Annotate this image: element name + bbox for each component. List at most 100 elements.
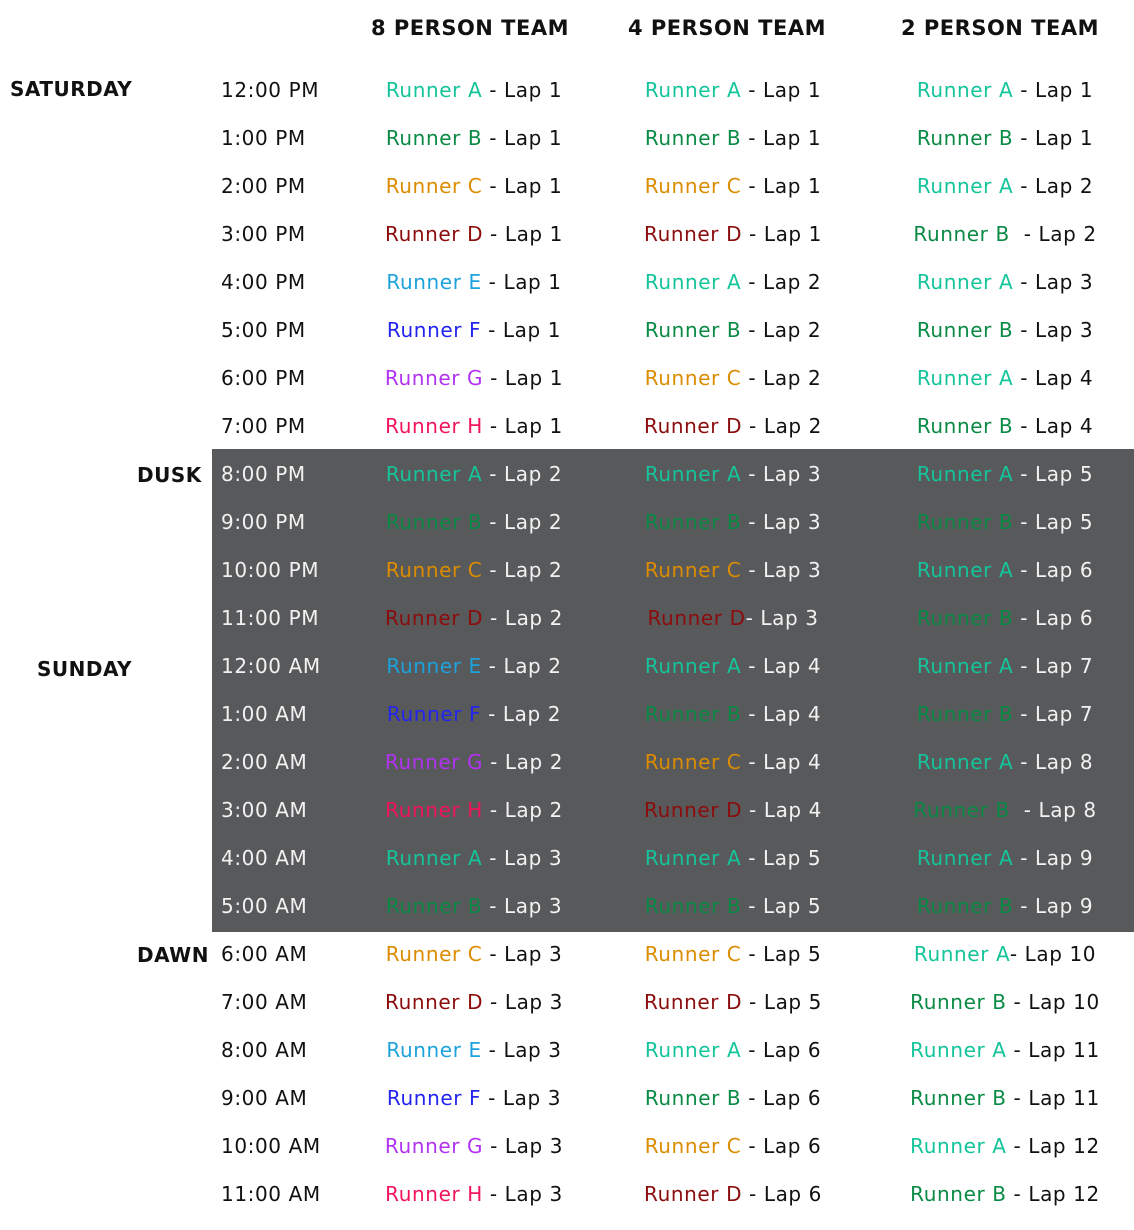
lap-label: - Lap 3 [482,846,563,870]
runner-assignment: Runner D- Lap 3 [603,606,863,630]
time-label: 11:00 PM [221,606,320,630]
lap-label: - Lap 7 [1013,654,1094,678]
runner-name: Runner H [385,414,483,438]
runner-name: Runner B [913,798,1010,822]
runner-name: Runner B [385,894,483,918]
lap-label: - Lap 9 [1013,846,1094,870]
runner-name: Runner D [643,990,743,1014]
time-label: 11:00 AM [221,1182,321,1206]
time-label: 1:00 AM [221,702,308,726]
runner-assignment: Runner B - Lap 1 [344,126,604,150]
lap-label: - Lap 1 [741,174,822,198]
time-label: 12:00 AM [221,654,321,678]
lap-label: - Lap 2 [742,414,823,438]
time-label: 3:00 PM [221,222,306,246]
runner-assignment: Runner A - Lap 8 [875,750,1134,774]
runner-name: Runner A [385,846,483,870]
runner-name: Runner B [916,510,1014,534]
lap-label: - Lap 3 [482,942,563,966]
runner-assignment: Runner E - Lap 3 [344,1038,604,1062]
runner-assignment: Runner D - Lap 1 [603,222,863,246]
lap-label: - Lap 1 [741,126,822,150]
lap-label: - Lap 1 [481,270,562,294]
runner-assignment: Runner B - Lap 11 [875,1086,1134,1110]
time-label: 2:00 PM [221,174,306,198]
lap-label: - Lap 2 [1009,222,1097,246]
time-label: 5:00 AM [221,894,308,918]
runner-name: Runner C [644,942,742,966]
time-label: 9:00 PM [221,510,306,534]
runner-name: Runner G [384,750,484,774]
runner-name: Runner A [916,366,1014,390]
runner-assignment: Runner B - Lap 7 [875,702,1134,726]
runner-assignment: Runner D - Lap 2 [603,414,863,438]
day-label-dawn: DAWN [137,943,209,967]
runner-assignment: Runner B - Lap 5 [603,894,863,918]
time-label: 7:00 PM [221,414,306,438]
lap-label: - Lap 5 [1013,510,1094,534]
time-label: 6:00 PM [221,366,306,390]
time-label: 4:00 AM [221,846,308,870]
runner-name: Runner D [384,606,484,630]
lap-label: - Lap 3 [741,462,822,486]
header-8-person-team: 8 PERSON TEAM [370,16,569,40]
runner-name: Runner G [384,1134,484,1158]
runner-assignment: Runner D - Lap 2 [344,606,604,630]
lap-label: - Lap 3 [483,990,564,1014]
runner-name: Runner F [386,318,482,342]
lap-label: - Lap 1 [482,174,563,198]
runner-name: Runner C [385,558,483,582]
runner-assignment: Runner B - Lap 12 [875,1182,1134,1206]
runner-name: Runner A [916,846,1014,870]
lap-label: - Lap 2 [482,510,563,534]
runner-name: Runner A [910,1134,1007,1158]
runner-name: Runner A [644,1038,742,1062]
lap-label: - Lap 3 [1013,270,1094,294]
runner-name: Runner B [644,126,742,150]
runner-name: Runner C [644,750,742,774]
runner-assignment: Runner A - Lap 4 [603,654,863,678]
runner-assignment: Runner A - Lap 12 [875,1134,1134,1158]
time-label: 5:00 PM [221,318,306,342]
runner-assignment: Runner B - Lap 3 [875,318,1134,342]
runner-assignment: Runner C - Lap 1 [344,174,604,198]
lap-label: - Lap 1 [1013,126,1094,150]
runner-assignment: Runner A - Lap 5 [603,846,863,870]
runner-name: Runner F [386,1086,482,1110]
time-label: 2:00 AM [221,750,308,774]
night-band [212,449,1134,932]
lap-label: - Lap 3 [481,1086,562,1110]
runner-assignment: Runner D - Lap 5 [603,990,863,1014]
lap-label: - Lap 5 [741,846,822,870]
schedule-row: 12:00 PM Runner A - Lap 1 Runner A - Lap 1… [0,78,1134,126]
runner-name: Runner D [384,990,484,1014]
runner-assignment: Runner D - Lap 3 [344,990,604,1014]
runner-name: Runner B [916,606,1014,630]
runner-name: Runner E [386,1038,482,1062]
runner-name: Runner B [910,1086,1007,1110]
lap-label: - Lap 2 [482,558,563,582]
runner-assignment: Runner F - Lap 2 [344,702,604,726]
day-label-saturday: SATURDAY [10,77,133,101]
runner-name: Runner B [644,1086,742,1110]
runner-assignment: Runner F - Lap 3 [344,1086,604,1110]
time-label: 12:00 PM [221,78,320,102]
runner-name: Runner A [916,174,1014,198]
time-label: 4:00 PM [221,270,306,294]
runner-assignment: Runner H - Lap 1 [344,414,604,438]
lap-label: - Lap 4 [741,750,822,774]
lap-label: - Lap 3 [741,558,822,582]
runner-assignment: Runner B - Lap 3 [603,510,863,534]
lap-label: - Lap 2 [483,750,564,774]
lap-label: - Lap 6 [1013,606,1094,630]
runner-assignment: Runner D - Lap 4 [603,798,863,822]
runner-name: Runner H [385,1182,483,1206]
runner-assignment: Runner A - Lap 5 [875,462,1134,486]
lap-label: - Lap 5 [1013,462,1094,486]
lap-label: - Lap 5 [741,942,822,966]
runner-assignment: Runner B - Lap 4 [603,702,863,726]
lap-label: - Lap 1 [742,222,823,246]
